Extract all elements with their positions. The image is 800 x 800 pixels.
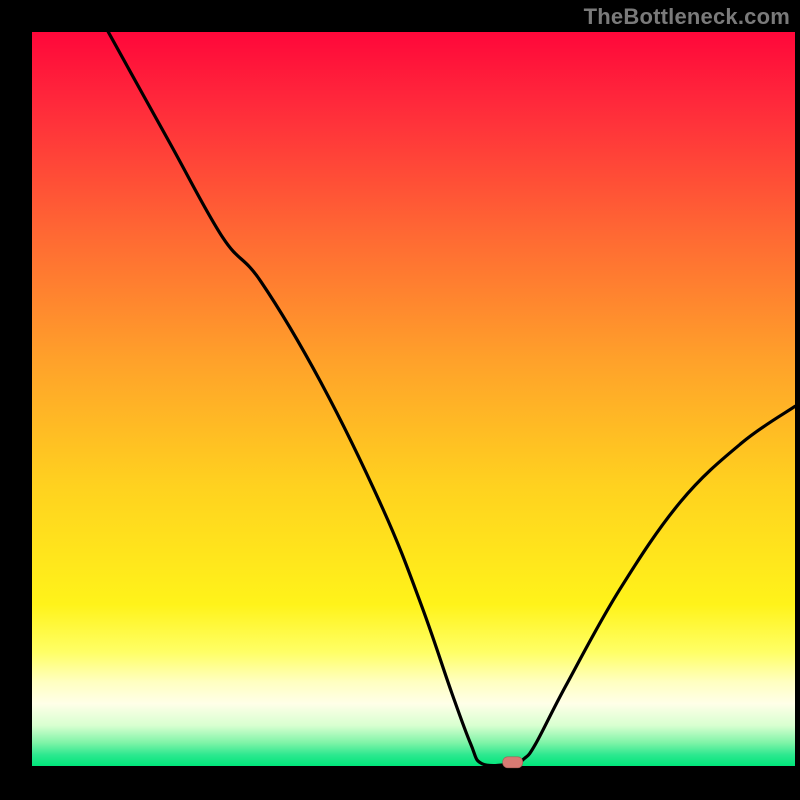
watermark-text: TheBottleneck.com — [584, 4, 790, 30]
chart-background — [32, 32, 795, 766]
bottleneck-chart — [0, 0, 800, 800]
optimum-marker — [503, 757, 523, 768]
